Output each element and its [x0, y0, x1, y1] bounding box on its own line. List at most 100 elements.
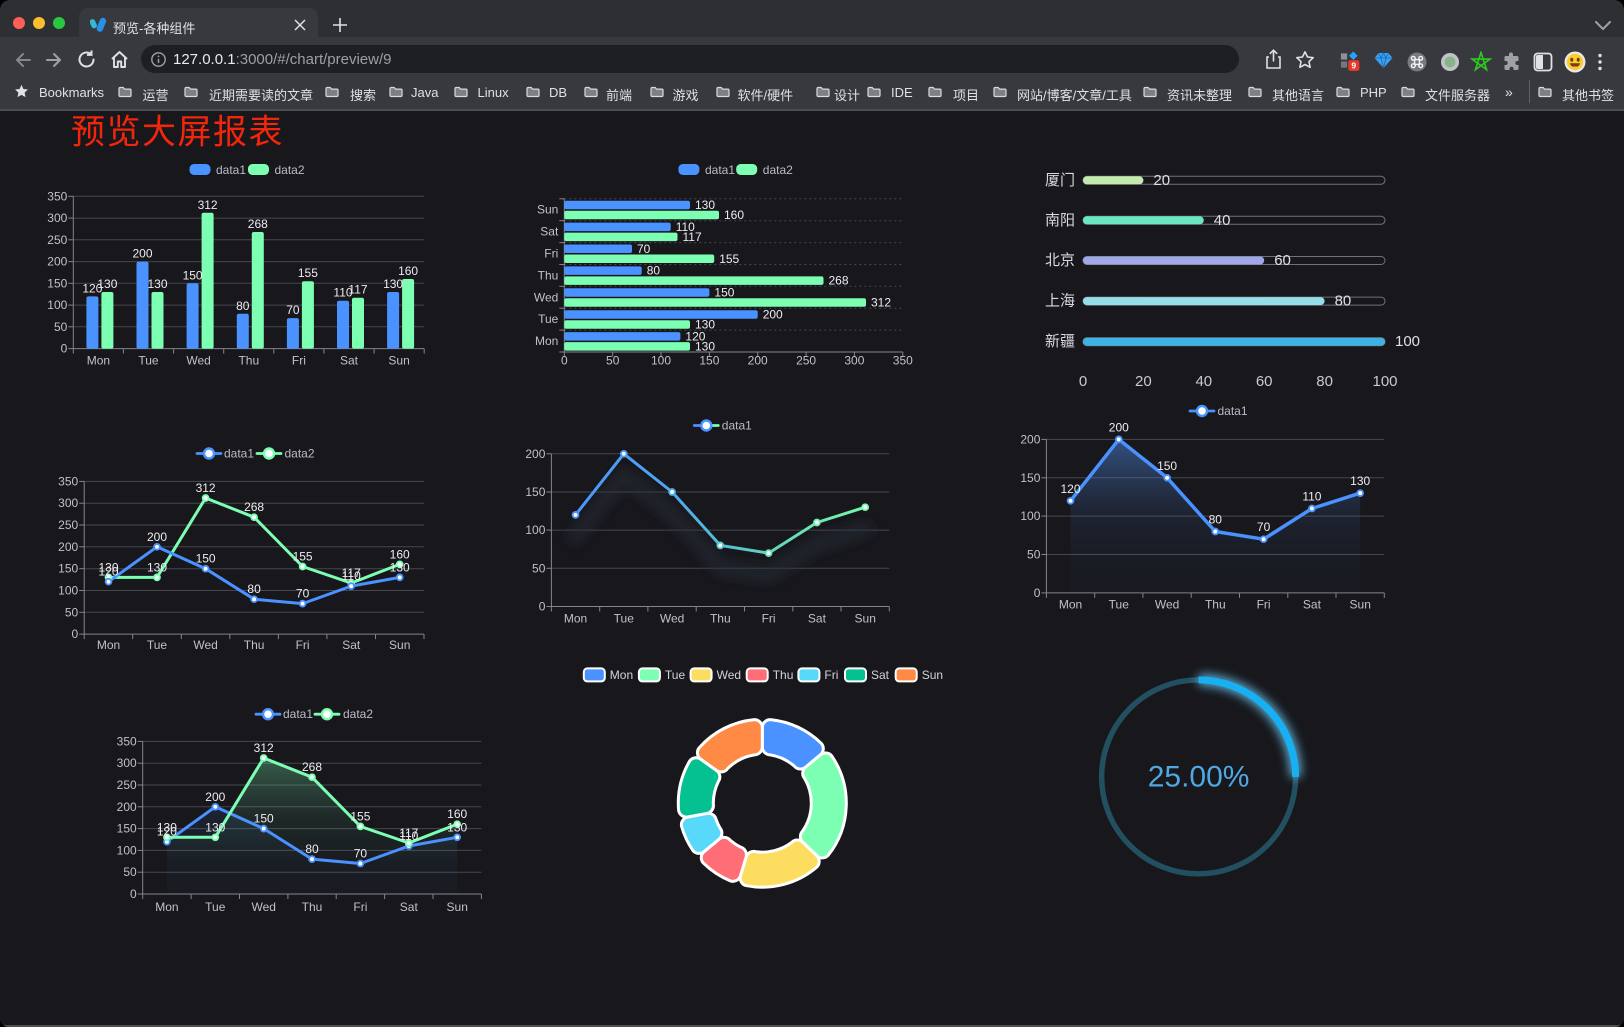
svg-text:Sat: Sat: [340, 354, 359, 368]
svg-text:250: 250: [796, 354, 816, 368]
svg-text:80: 80: [1335, 293, 1352, 310]
svg-text:0: 0: [1034, 586, 1041, 600]
svg-text:120: 120: [1060, 482, 1080, 496]
svg-text:0: 0: [61, 342, 68, 356]
svg-text:100: 100: [1020, 509, 1040, 523]
svg-text:200: 200: [132, 247, 152, 261]
svg-text:150: 150: [254, 812, 274, 826]
svg-text:80: 80: [647, 264, 661, 278]
svg-text:Sun: Sun: [388, 354, 409, 368]
svg-text:120: 120: [157, 825, 177, 839]
svg-text:200: 200: [117, 800, 137, 814]
svg-text:Fri: Fri: [824, 668, 838, 682]
svg-text:Mon: Mon: [87, 354, 110, 368]
svg-text:70: 70: [354, 847, 368, 861]
svg-text:250: 250: [117, 778, 137, 792]
svg-text:155: 155: [298, 266, 318, 280]
svg-text:Thu: Thu: [710, 611, 731, 625]
svg-text:110: 110: [676, 220, 695, 234]
svg-text:300: 300: [58, 496, 78, 510]
svg-text:Fri: Fri: [544, 247, 558, 261]
svg-text:Fri: Fri: [353, 900, 367, 914]
svg-text:50: 50: [606, 354, 620, 368]
svg-text:130: 130: [147, 277, 167, 291]
svg-text:data1: data1: [705, 163, 735, 177]
svg-text:160: 160: [724, 208, 744, 222]
svg-text:300: 300: [117, 756, 137, 770]
svg-text:150: 150: [58, 562, 78, 576]
svg-text:data1: data1: [1218, 404, 1248, 418]
svg-text:9: 9: [1351, 61, 1356, 71]
svg-text:Sun: Sun: [389, 638, 410, 652]
svg-text:80: 80: [305, 842, 319, 856]
svg-text:Mon: Mon: [97, 638, 120, 652]
svg-text:117: 117: [399, 826, 418, 840]
svg-text:155: 155: [293, 550, 313, 564]
svg-text:130: 130: [147, 560, 167, 574]
svg-text:50: 50: [65, 605, 79, 619]
svg-text:200: 200: [58, 540, 78, 554]
svg-text:Wed: Wed: [717, 668, 741, 682]
svg-text:Wed: Wed: [186, 354, 210, 368]
svg-text:160: 160: [390, 547, 410, 561]
svg-text:data1: data1: [224, 447, 254, 461]
svg-text:Tue: Tue: [1109, 598, 1130, 612]
svg-text:200: 200: [1109, 420, 1129, 434]
svg-text:120: 120: [98, 565, 118, 579]
svg-text:Tue: Tue: [138, 354, 159, 368]
svg-text:data1: data1: [283, 707, 313, 721]
svg-text:130: 130: [390, 560, 410, 574]
svg-text:130: 130: [1350, 474, 1370, 488]
svg-text:200: 200: [1020, 432, 1040, 446]
svg-text:Sun: Sun: [1350, 598, 1371, 612]
svg-text:100: 100: [117, 843, 137, 857]
svg-text:100: 100: [47, 298, 67, 312]
svg-text:200: 200: [205, 790, 225, 804]
svg-text:100: 100: [1395, 333, 1420, 350]
svg-text:Sat: Sat: [540, 225, 559, 239]
svg-text:新疆: 新疆: [1045, 333, 1075, 350]
svg-text:250: 250: [58, 518, 78, 532]
svg-text:350: 350: [893, 354, 913, 368]
svg-text:Thu: Thu: [302, 900, 323, 914]
svg-text:150: 150: [1157, 459, 1177, 473]
svg-text:data2: data2: [275, 163, 305, 177]
svg-text:312: 312: [196, 481, 216, 495]
svg-text:40: 40: [1195, 373, 1212, 390]
svg-text:25.00%: 25.00%: [1148, 760, 1250, 793]
svg-text:268: 268: [248, 217, 268, 231]
svg-text:Sun: Sun: [922, 668, 943, 682]
svg-text:80: 80: [247, 582, 261, 596]
svg-text:50: 50: [123, 865, 137, 879]
svg-text:160: 160: [447, 807, 467, 821]
svg-text:100: 100: [58, 584, 78, 598]
svg-text:50: 50: [1027, 548, 1041, 562]
svg-text:155: 155: [719, 252, 739, 266]
svg-text:300: 300: [47, 211, 67, 225]
svg-text:data2: data2: [285, 447, 315, 461]
svg-text:70: 70: [1257, 520, 1271, 534]
svg-text:Sat: Sat: [400, 900, 419, 914]
svg-text:150: 150: [47, 276, 67, 290]
svg-text:350: 350: [117, 734, 137, 748]
svg-text:厦门: 厦门: [1045, 172, 1075, 189]
svg-text:130: 130: [695, 339, 715, 353]
svg-text:150: 150: [525, 485, 545, 499]
svg-text:350: 350: [58, 474, 78, 488]
svg-text:200: 200: [47, 255, 67, 269]
svg-text:130: 130: [98, 560, 118, 574]
svg-text:data1: data1: [722, 419, 752, 433]
svg-text:Mon: Mon: [1059, 598, 1082, 612]
svg-text:117: 117: [342, 566, 361, 580]
svg-text:0: 0: [561, 354, 568, 368]
svg-text:Sun: Sun: [855, 611, 876, 625]
svg-text:130: 130: [205, 820, 225, 834]
svg-text:Mon: Mon: [535, 334, 558, 348]
svg-text:data1: data1: [216, 163, 246, 177]
svg-text:130: 130: [695, 318, 715, 332]
svg-text:Fri: Fri: [292, 354, 306, 368]
svg-text:Fri: Fri: [762, 611, 776, 625]
svg-text:Thu: Thu: [773, 668, 794, 682]
svg-text:300: 300: [844, 354, 864, 368]
svg-text:268: 268: [244, 500, 264, 514]
